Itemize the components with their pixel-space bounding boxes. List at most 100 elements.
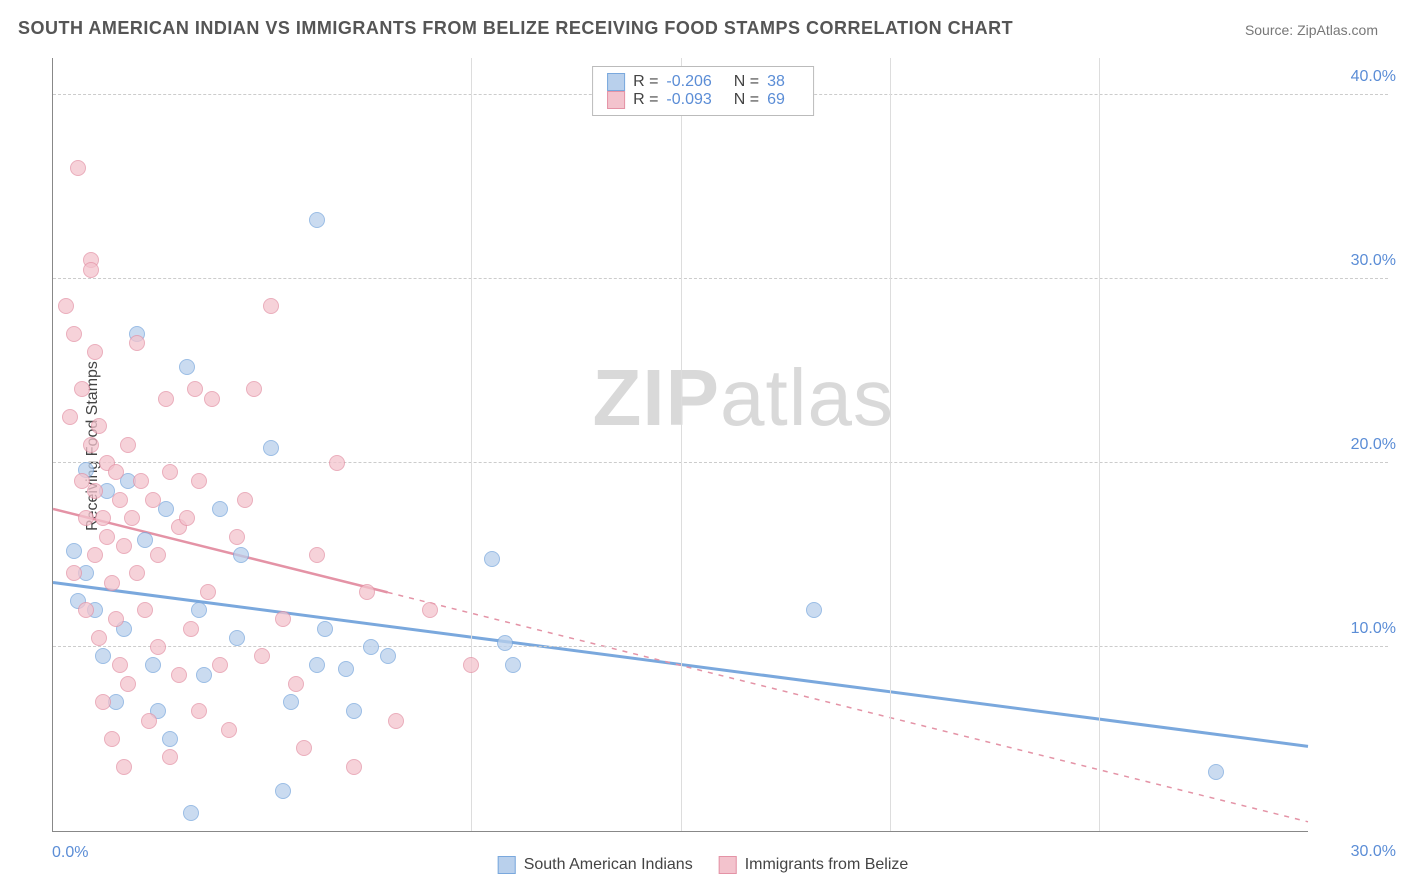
scatter-point xyxy=(66,565,82,581)
scatter-point xyxy=(95,510,111,526)
scatter-point xyxy=(108,464,124,480)
scatter-point xyxy=(108,611,124,627)
scatter-point xyxy=(505,657,521,673)
legend-swatch xyxy=(607,91,625,109)
legend-item: South American Indians xyxy=(498,856,693,874)
scatter-point xyxy=(317,621,333,637)
scatter-point xyxy=(187,381,203,397)
scatter-point xyxy=(137,532,153,548)
scatter-point xyxy=(129,565,145,581)
series-legend: South American Indians Immigrants from Be… xyxy=(498,856,909,874)
scatter-point xyxy=(183,621,199,637)
r-label: R = xyxy=(633,73,658,91)
vgridline xyxy=(890,58,891,831)
scatter-point xyxy=(150,547,166,563)
scatter-point xyxy=(87,344,103,360)
vgridline xyxy=(681,58,682,831)
watermark: ZIPatlas xyxy=(593,352,894,444)
scatter-point xyxy=(95,694,111,710)
scatter-point xyxy=(141,713,157,729)
gridline xyxy=(53,646,1388,647)
source-attribution: Source: ZipAtlas.com xyxy=(1245,22,1378,38)
scatter-point xyxy=(158,391,174,407)
scatter-point xyxy=(99,529,115,545)
scatter-point xyxy=(200,584,216,600)
scatter-point xyxy=(329,455,345,471)
scatter-point xyxy=(275,783,291,799)
scatter-point xyxy=(191,602,207,618)
scatter-point xyxy=(83,437,99,453)
scatter-point xyxy=(87,547,103,563)
scatter-point xyxy=(463,657,479,673)
correlation-stats-legend: R =-0.206N =38R =-0.093N =69 xyxy=(592,66,814,116)
y-tick-label: 10.0% xyxy=(1351,620,1396,638)
scatter-point xyxy=(62,409,78,425)
watermark-bold: ZIP xyxy=(593,353,720,442)
scatter-point xyxy=(229,529,245,545)
source-link[interactable]: ZipAtlas.com xyxy=(1297,22,1378,38)
scatter-point xyxy=(162,749,178,765)
scatter-point xyxy=(346,703,362,719)
y-tick-label: 30.0% xyxy=(1351,252,1396,270)
scatter-point xyxy=(196,667,212,683)
scatter-point xyxy=(145,492,161,508)
legend-swatch xyxy=(498,856,516,874)
scatter-point xyxy=(162,731,178,747)
vgridline xyxy=(1099,58,1100,831)
scatter-point xyxy=(237,492,253,508)
scatter-point xyxy=(1208,764,1224,780)
n-label: N = xyxy=(734,91,759,109)
scatter-point xyxy=(78,602,94,618)
scatter-point xyxy=(212,501,228,517)
scatter-point xyxy=(162,464,178,480)
vgridline xyxy=(471,58,472,831)
scatter-point xyxy=(66,326,82,342)
scatter-point xyxy=(116,538,132,554)
scatter-point xyxy=(104,575,120,591)
scatter-point xyxy=(296,740,312,756)
y-tick-label: 40.0% xyxy=(1351,68,1396,86)
trend-line-dashed xyxy=(388,592,1308,821)
scatter-point xyxy=(91,630,107,646)
scatter-point xyxy=(83,262,99,278)
scatter-point xyxy=(179,510,195,526)
scatter-point xyxy=(129,335,145,351)
legend-stat-row: R =-0.093N =69 xyxy=(607,91,799,109)
scatter-point xyxy=(204,391,220,407)
n-value: 69 xyxy=(767,91,785,109)
x-tick-right: 30.0% xyxy=(1351,843,1396,861)
scatter-point xyxy=(263,440,279,456)
scatter-point xyxy=(191,703,207,719)
scatter-point xyxy=(66,543,82,559)
scatter-point xyxy=(70,160,86,176)
scatter-point xyxy=(221,722,237,738)
scatter-point xyxy=(363,639,379,655)
scatter-point xyxy=(150,639,166,655)
n-value: 38 xyxy=(767,73,785,91)
legend-stat-row: R =-0.206N =38 xyxy=(607,73,799,91)
scatter-point xyxy=(191,473,207,489)
scatter-point xyxy=(171,667,187,683)
scatter-point xyxy=(145,657,161,673)
chart-title: SOUTH AMERICAN INDIAN VS IMMIGRANTS FROM… xyxy=(18,18,1013,39)
scatter-point xyxy=(283,694,299,710)
scatter-point xyxy=(212,657,228,673)
scatter-point xyxy=(58,298,74,314)
scatter-point xyxy=(91,418,107,434)
scatter-point xyxy=(338,661,354,677)
scatter-point xyxy=(124,510,140,526)
scatter-point xyxy=(183,805,199,821)
scatter-point xyxy=(133,473,149,489)
scatter-point xyxy=(104,731,120,747)
scatter-point xyxy=(309,657,325,673)
scatter-point xyxy=(422,602,438,618)
scatter-point xyxy=(120,437,136,453)
scatter-point xyxy=(254,648,270,664)
plot-area: ZIPatlas 10.0%20.0%30.0%40.0%30.0% xyxy=(52,58,1308,832)
scatter-point xyxy=(229,630,245,646)
scatter-point xyxy=(87,483,103,499)
scatter-point xyxy=(116,759,132,775)
scatter-point xyxy=(497,635,513,651)
scatter-point xyxy=(137,602,153,618)
legend-item: Immigrants from Belize xyxy=(719,856,909,874)
